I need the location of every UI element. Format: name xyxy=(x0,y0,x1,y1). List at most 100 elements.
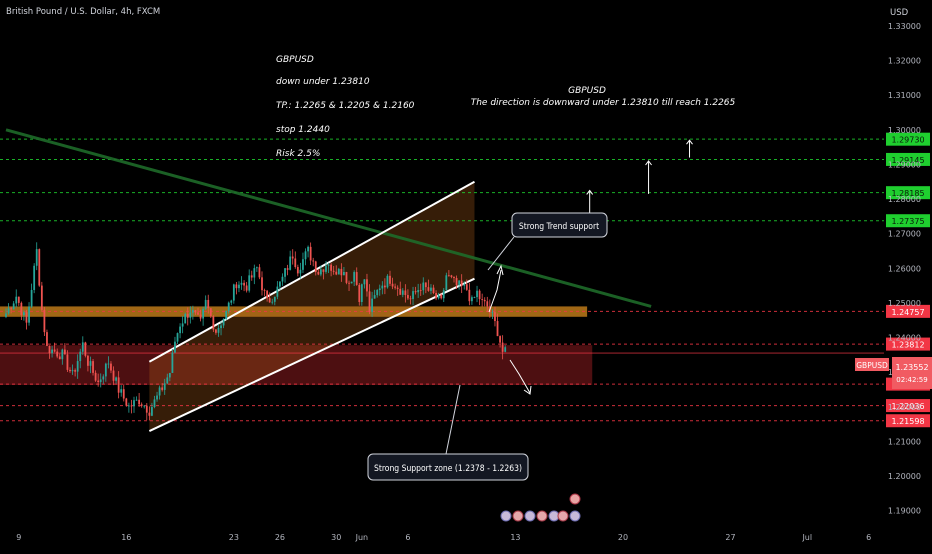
candle-body-50 xyxy=(133,400,135,407)
x-tick-4: 30 xyxy=(331,533,341,542)
level-label-8: 1.21598 xyxy=(891,417,924,426)
candle-body-2 xyxy=(10,308,13,310)
y-tick-8: 1.27000 xyxy=(888,230,921,239)
candle-body-134 xyxy=(348,282,350,284)
level-label-5: 1.23812 xyxy=(891,341,924,350)
candle-body-97 xyxy=(253,268,256,278)
candle-body-92 xyxy=(240,282,243,285)
candle-body-75 xyxy=(197,312,199,315)
candle-body-165 xyxy=(427,287,430,291)
candle-body-74 xyxy=(194,310,197,313)
candle-body-60 xyxy=(158,387,161,396)
event-icon-1[interactable] xyxy=(500,510,512,522)
candle-body-64 xyxy=(168,372,171,378)
y-tick-11: 1.30000 xyxy=(888,126,921,135)
candle-body-136 xyxy=(353,272,356,282)
candle-body-93 xyxy=(243,282,245,286)
candle-body-28 xyxy=(76,361,79,372)
candle-body-72 xyxy=(189,312,192,318)
candle-body-102 xyxy=(266,290,269,299)
last-price-badge xyxy=(892,357,932,389)
candle-body-42 xyxy=(112,370,115,381)
last-price-marker[interactable]: GBPUSD 1.23552 02:42:59 xyxy=(855,357,932,389)
candle-body-37 xyxy=(99,379,102,383)
candle-body-98 xyxy=(255,267,258,269)
event-icon-3[interactable] xyxy=(524,510,536,522)
candle-body-24 xyxy=(66,354,69,370)
candle-body-154 xyxy=(399,288,402,295)
candle-body-15 xyxy=(43,309,46,333)
candle-body-193 xyxy=(499,336,501,343)
summary-title: GBPUSD xyxy=(568,86,606,96)
candle-body-73 xyxy=(191,310,194,313)
candle-body-172 xyxy=(445,275,448,291)
candle-body-81 xyxy=(212,316,215,330)
candle-body-21 xyxy=(58,356,61,360)
event-icon-2[interactable] xyxy=(512,510,524,522)
candle-body-132 xyxy=(343,272,345,276)
candle-body-4 xyxy=(15,296,18,304)
candle-body-3 xyxy=(12,303,15,310)
candle-body-175 xyxy=(453,276,455,279)
bounce-arrow-head xyxy=(496,264,504,276)
candle-body-39 xyxy=(104,363,107,377)
candle-body-135 xyxy=(350,281,353,284)
y-tick-6: 1.25000 xyxy=(888,299,921,308)
candle-body-7 xyxy=(23,312,25,315)
candle-body-156 xyxy=(404,290,407,296)
candle-body-101 xyxy=(263,290,266,291)
candle-body-48 xyxy=(127,405,130,407)
candle-body-167 xyxy=(432,287,435,294)
channel-lower-line xyxy=(148,277,475,432)
candle-body-25 xyxy=(69,369,71,372)
candle-body-20 xyxy=(56,351,59,357)
candle-body-120 xyxy=(312,260,315,262)
candle-body-58 xyxy=(153,399,156,408)
candle-body-137 xyxy=(355,272,358,285)
last-price-value: 1.23552 xyxy=(895,363,928,372)
level-badge-7 xyxy=(886,399,930,413)
event-icon-6[interactable] xyxy=(557,510,569,522)
plan-risk: Risk 2.5% xyxy=(276,149,320,159)
candle-body-184 xyxy=(476,290,478,298)
candle-body-57 xyxy=(151,407,153,416)
event-icon-7[interactable] xyxy=(569,510,581,522)
candle-body-33 xyxy=(89,361,92,366)
drop-arrow-line xyxy=(509,359,531,394)
candle-body-168 xyxy=(435,293,437,299)
level-label-1: 1.29145 xyxy=(891,156,924,165)
candle-body-118 xyxy=(307,246,309,252)
y-tick-0: 1.19000 xyxy=(888,507,921,516)
support-zone-callout[interactable]: Strong Support zone (1.2378 - 1.2263) xyxy=(367,384,529,481)
candle-body-133 xyxy=(345,272,348,283)
candle-body-31 xyxy=(84,342,87,356)
candle-body-19 xyxy=(53,349,56,352)
candle-body-94 xyxy=(245,285,248,291)
event-icons[interactable] xyxy=(500,493,581,522)
trend-support-callout[interactable]: Strong Trend support xyxy=(487,212,608,271)
plan-title: GBPUSD xyxy=(276,55,314,65)
candle-body-153 xyxy=(396,287,399,289)
candle-body-174 xyxy=(450,275,453,277)
candle-body-82 xyxy=(215,329,217,333)
candle-body-170 xyxy=(440,294,443,299)
candle-body-41 xyxy=(110,363,112,371)
event-icon-up[interactable] xyxy=(569,493,581,505)
level-badge-3 xyxy=(886,214,930,228)
level-badge-2 xyxy=(886,186,930,200)
candle-body-155 xyxy=(401,290,404,295)
plan-direction: down under 1.23810 xyxy=(276,77,370,87)
trend-support-label: Strong Trend support xyxy=(519,222,599,232)
candle-body-83 xyxy=(217,328,220,333)
candle-body-162 xyxy=(419,290,422,291)
plan-stop: stop 1.2440 xyxy=(276,125,330,135)
candle-body-12 xyxy=(35,249,38,266)
candle-body-146 xyxy=(378,288,381,291)
candle-body-26 xyxy=(71,370,74,372)
trade-plan-note: GBPUSD down under 1.23810 TP.: 1.2265 & … xyxy=(276,55,415,159)
candle-body-22 xyxy=(61,349,64,360)
candle-body-183 xyxy=(473,297,476,298)
event-icon-4[interactable] xyxy=(536,510,548,522)
